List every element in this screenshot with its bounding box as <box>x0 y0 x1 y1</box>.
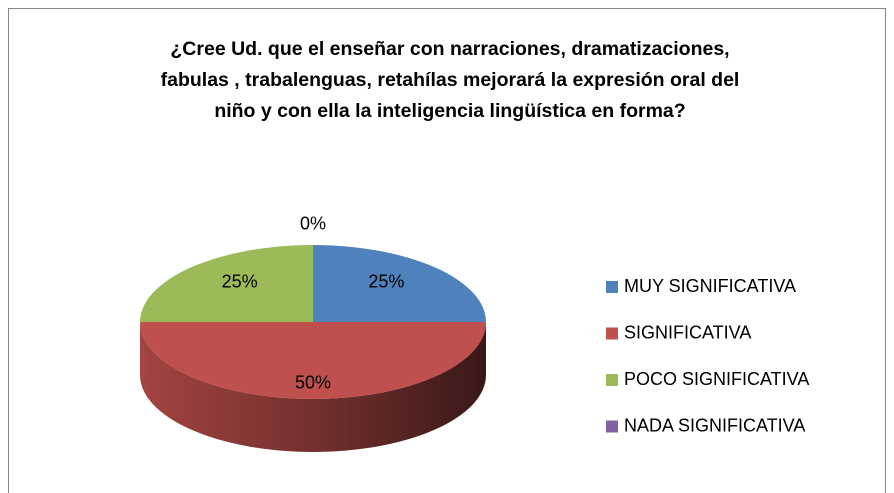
pie-slice-side <box>140 322 486 452</box>
pie-slice <box>140 322 486 399</box>
legend-swatch <box>606 281 618 293</box>
legend-swatch <box>606 327 618 340</box>
legend-swatch <box>606 374 618 386</box>
chart-border <box>8 8 886 493</box>
data-label: 0% <box>300 214 326 234</box>
legend-swatch <box>606 420 618 433</box>
chart-title: ¿Cree Ud. que el enseñar con narraciones… <box>160 38 740 122</box>
data-label: 25% <box>368 272 404 292</box>
data-label: 25% <box>222 272 258 292</box>
legend-label: POCO SIGNIFICATIVA <box>624 369 809 389</box>
pie-slice <box>140 245 313 322</box>
legend-label: MUY SIGNIFICATIVA <box>624 276 796 296</box>
pie-slice <box>313 245 486 322</box>
data-label: 50% <box>295 372 331 392</box>
legend-label: NADA SIGNIFICATIVA <box>624 415 805 435</box>
legend-label: SIGNIFICATIVA <box>624 322 751 342</box>
